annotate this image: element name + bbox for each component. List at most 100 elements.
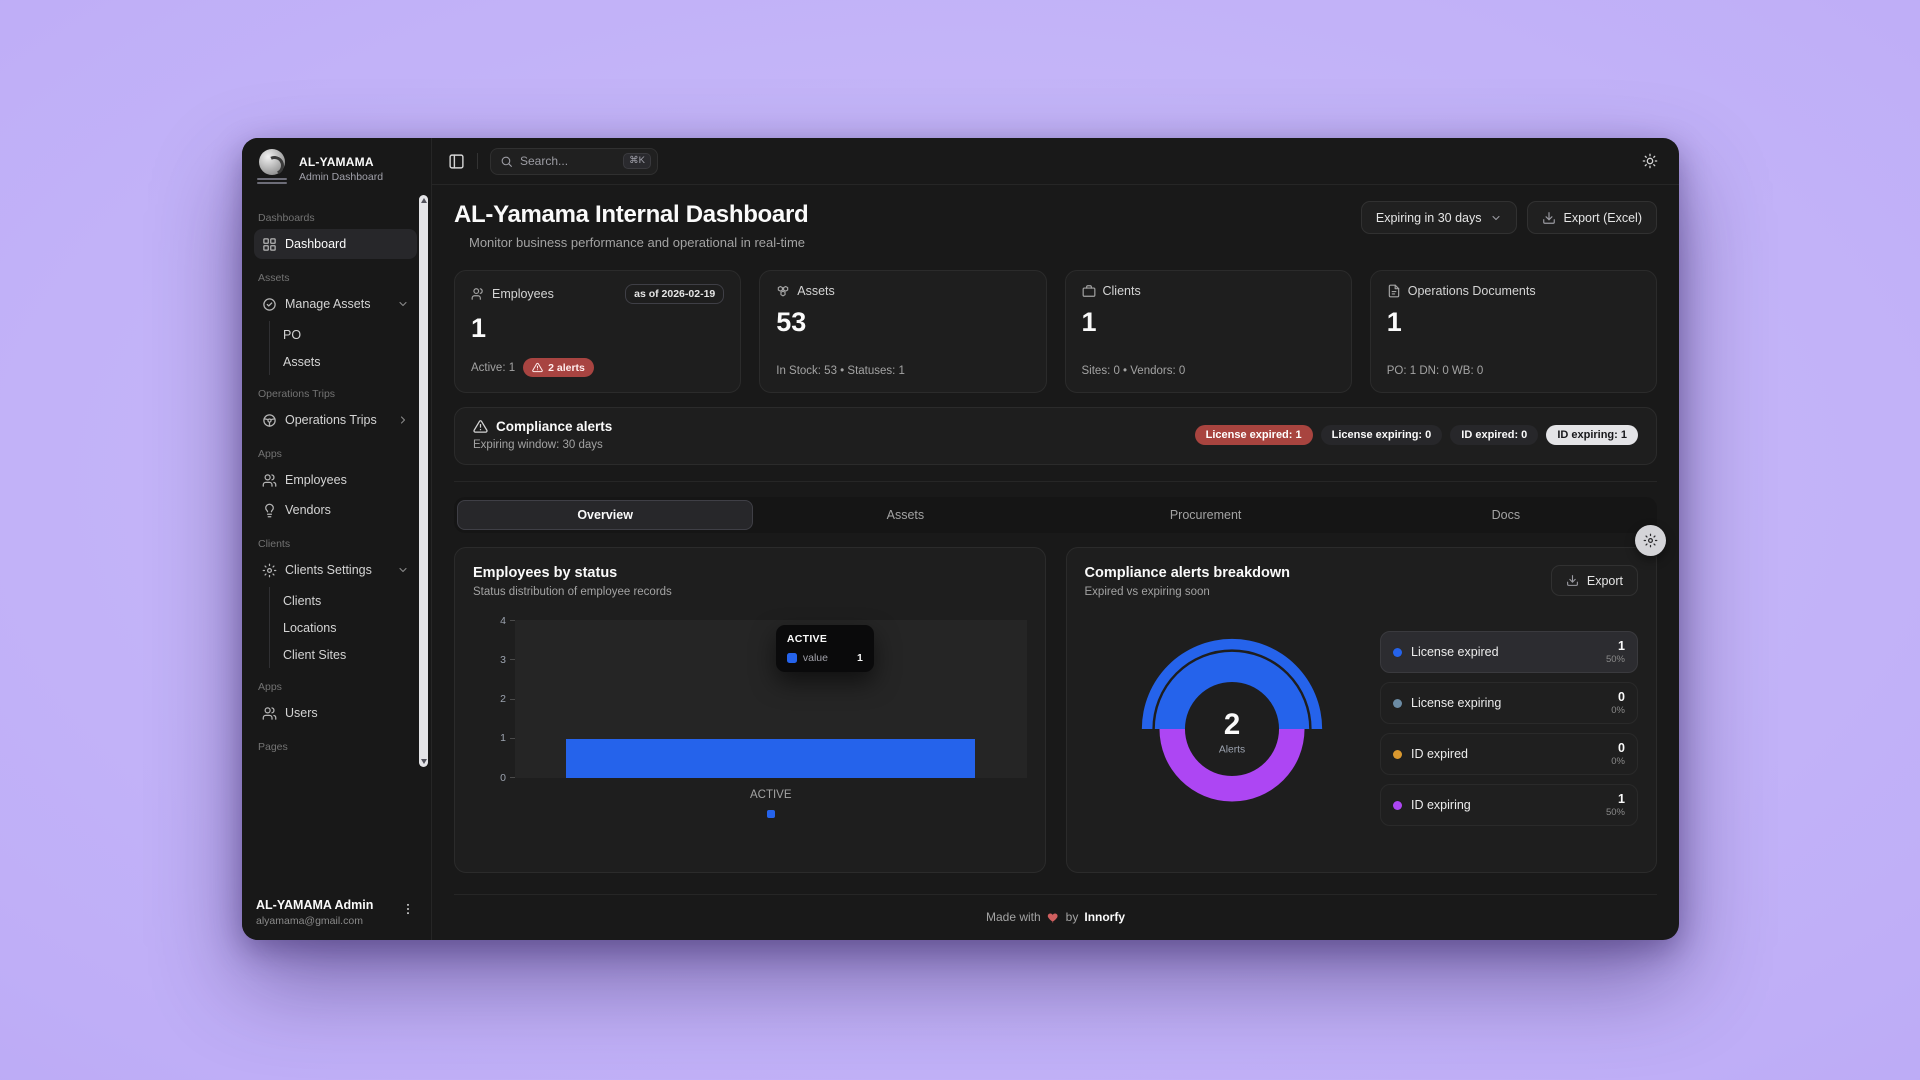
sidebar-item-employees[interactable]: Employees [254,465,417,495]
sidebar-item-users[interactable]: Users [254,698,417,728]
legend-dot [1393,647,1402,657]
stat-card-operations-documents: Operations Documents 1 PO: 1 DN: 0 WB: 0 [1369,270,1657,393]
sidebar-item-dashboard[interactable]: Dashboard [254,229,417,259]
legend-percent: 50% [1605,654,1625,665]
stat-value: 1 [471,313,487,343]
theme-toggle-button[interactable] [1637,148,1663,174]
compliance-title: Compliance alerts [496,419,613,434]
stat-card-clients: Clients 1 Sites: 0 • Vendors: 0 [1064,270,1352,393]
chart-subtitle: Expired vs expiring soon [1084,586,1210,598]
y-axis: 4 3 2 1 0 [473,615,515,783]
legend-dot [1393,698,1402,708]
topbar-divider [477,153,478,169]
sidebar-item-po[interactable]: PO [270,321,417,348]
stat-value: 1 [1386,307,1402,337]
search-input[interactable] [520,154,617,168]
expiring-filter-dropdown[interactable]: Expiring in 30 days [1360,201,1517,234]
company-logo-text [257,178,287,185]
legend-label: License expired [1411,645,1499,659]
active-bar[interactable] [566,738,976,778]
chart-tooltip: ACTIVE value 1 [775,625,874,672]
donut-chart: 2 Alerts [1085,602,1381,855]
plot-area: ACTIVE value 1 [515,620,1027,778]
brand-subtitle: Admin Dashboard [299,171,384,183]
sidebar-item-client-sites[interactable]: Client Sites [270,641,417,668]
sidebar-item-label: Clients Settings [285,563,372,577]
page-header: AL-Yamama Internal Dashboard Monitor bus… [454,201,1657,252]
download-icon [1542,211,1556,225]
sidebar-toggle-icon[interactable] [448,153,465,170]
donut-hover-ring [1152,648,1312,729]
search-icon [500,155,513,168]
grid-icon [262,237,277,252]
donut-slice-license-expired[interactable] [1142,638,1323,729]
badge-id-expiring: ID expiring: 1 [1546,425,1638,445]
stat-label: Assets [797,284,835,298]
tab-procurement[interactable]: Procurement [1169,508,1242,522]
badge-id-expired: ID expired: 0 [1450,425,1539,445]
tab-docs[interactable]: Docs [1491,508,1521,522]
nav-group-label-dashboards: Dashboards [258,212,315,224]
scroll-down-arrow-icon [420,759,427,764]
triangle-alert-icon [532,362,543,373]
export-button[interactable]: Export [1550,565,1638,596]
briefcase-icon [1082,284,1096,298]
legend-row-id-expiring[interactable]: ID expiring 1 50% [1380,784,1638,826]
footer-brand: Innorfy [1084,910,1126,924]
nav-group-label-assets: Assets [258,272,290,284]
stat-label: Clients [1102,284,1141,298]
legend-row-license-expired[interactable]: License expired 1 50% [1380,631,1638,673]
sidebar-item-assets[interactable]: Assets [270,348,417,375]
sidebar-item-clients[interactable]: Clients [270,587,417,614]
stat-value: 1 [1081,307,1097,337]
company-logo [254,149,290,189]
sidebar-item-label: Manage Assets [285,297,371,311]
triangle-alert-icon [473,419,488,434]
company-logo-mark [259,149,285,175]
stat-card-assets: Assets 53 In Stock: 53 • Statuses: 1 [759,270,1047,393]
page-subtitle: Monitor business performance and operati… [469,235,806,250]
sidebar-item-vendors[interactable]: Vendors [254,495,417,525]
section-divider [454,481,1657,482]
stat-footer-text: In Stock: 53 • Statuses: 1 [776,365,905,377]
legend-value: 1 [1618,639,1625,653]
sidebar-item-manage-assets[interactable]: Manage Assets [254,289,417,319]
sidebar-user[interactable]: AL-YAMAMA Admin alyamama@gmail.com [242,887,431,940]
sidebar-submenu-clients: Clients Locations Client Sites [269,587,417,668]
sidebar-item-clients-settings[interactable]: Clients Settings [254,555,417,585]
donut-center-value: 2 [1224,707,1240,740]
chevron-down-icon [397,298,409,310]
sidebar-item-label: Employees [285,473,347,487]
nav-group-label-apps: Apps [258,448,282,460]
floating-settings-button[interactable] [1635,525,1666,556]
sidebar-item-label: Operations Trips [285,413,377,427]
sidebar-scrollbar[interactable] [419,195,428,767]
tab-overview[interactable]: Overview [457,500,754,530]
sidebar-brand: AL-YAMAMA Admin Dashboard [242,138,431,195]
chart-title: Compliance alerts breakdown [1084,565,1290,581]
topbar: ⌘K [432,138,1679,185]
tooltip-series-swatch [786,653,797,663]
legend-row-id-expired[interactable]: ID expired 0 0% [1380,733,1638,775]
page-footer: Made with by Innorfy [454,894,1657,940]
stat-value: 53 [776,307,807,337]
brand-title: AL-YAMAMA [299,155,374,169]
compliance-badges: License expired: 1 License expiring: 0 I… [1194,425,1638,445]
donut-slice-id-expiring[interactable] [1159,728,1305,802]
boxes-icon [776,284,790,298]
search-box[interactable]: ⌘K [490,147,658,175]
gear-icon [262,563,277,578]
gear-icon [1643,533,1658,548]
ellipsis-vertical-icon[interactable] [399,898,417,920]
legend-dot [1393,749,1402,759]
tab-assets[interactable]: Assets [886,508,925,522]
export-excel-button[interactable]: Export (Excel) [1526,201,1657,234]
chart-title: Employees by status [473,565,618,581]
compliance-breakdown-card: Compliance alerts breakdown Expired vs e… [1065,547,1657,873]
legend-row-license-expiring[interactable]: License expiring 0 0% [1380,682,1638,724]
sidebar-item-operations-trips[interactable]: Operations Trips [254,405,417,435]
sidebar-item-locations[interactable]: Locations [270,614,417,641]
donut-center-label: Alerts [1219,744,1245,755]
tooltip-series-name: value [802,652,828,664]
legend-label: ID expiring [1411,798,1471,812]
